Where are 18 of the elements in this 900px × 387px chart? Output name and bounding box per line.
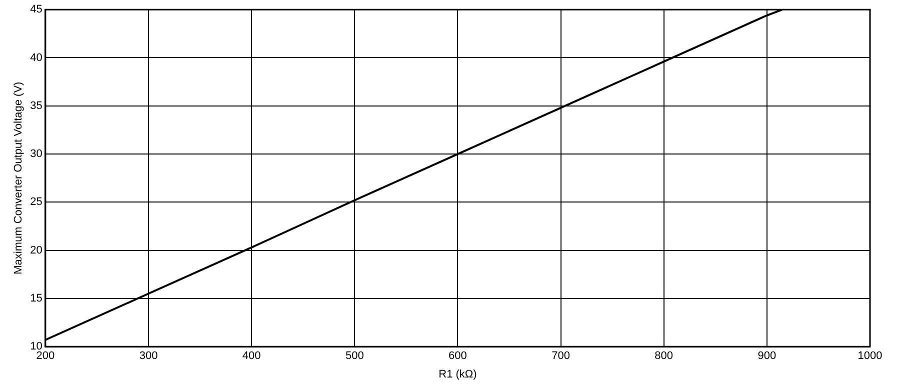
x-tick-label: 500 [345, 350, 364, 362]
y-tick-label: 40 [30, 52, 42, 64]
x-tick-label: 1000 [858, 350, 882, 362]
y-tick-label: 20 [30, 244, 42, 256]
x-tick-label: 400 [242, 350, 261, 362]
x-tick-label: 300 [139, 350, 158, 362]
y-tick-label: 25 [30, 196, 42, 208]
x-tick-label: 600 [448, 350, 467, 362]
y-tick-label: 30 [30, 148, 42, 160]
x-tick-label: 200 [36, 350, 55, 362]
x-axis-title: R1 (kΩ) [438, 368, 477, 380]
x-tick-label: 900 [758, 350, 776, 362]
y-axis-title: Maximum Converter Output Voltage (V) [12, 82, 25, 274]
y-tick-label: 15 [30, 292, 42, 304]
x-tick-label: 700 [552, 350, 570, 362]
y-tick-label: 45 [30, 4, 42, 16]
y-tick-label: 35 [30, 100, 42, 112]
x-tick-label: 800 [654, 350, 674, 362]
